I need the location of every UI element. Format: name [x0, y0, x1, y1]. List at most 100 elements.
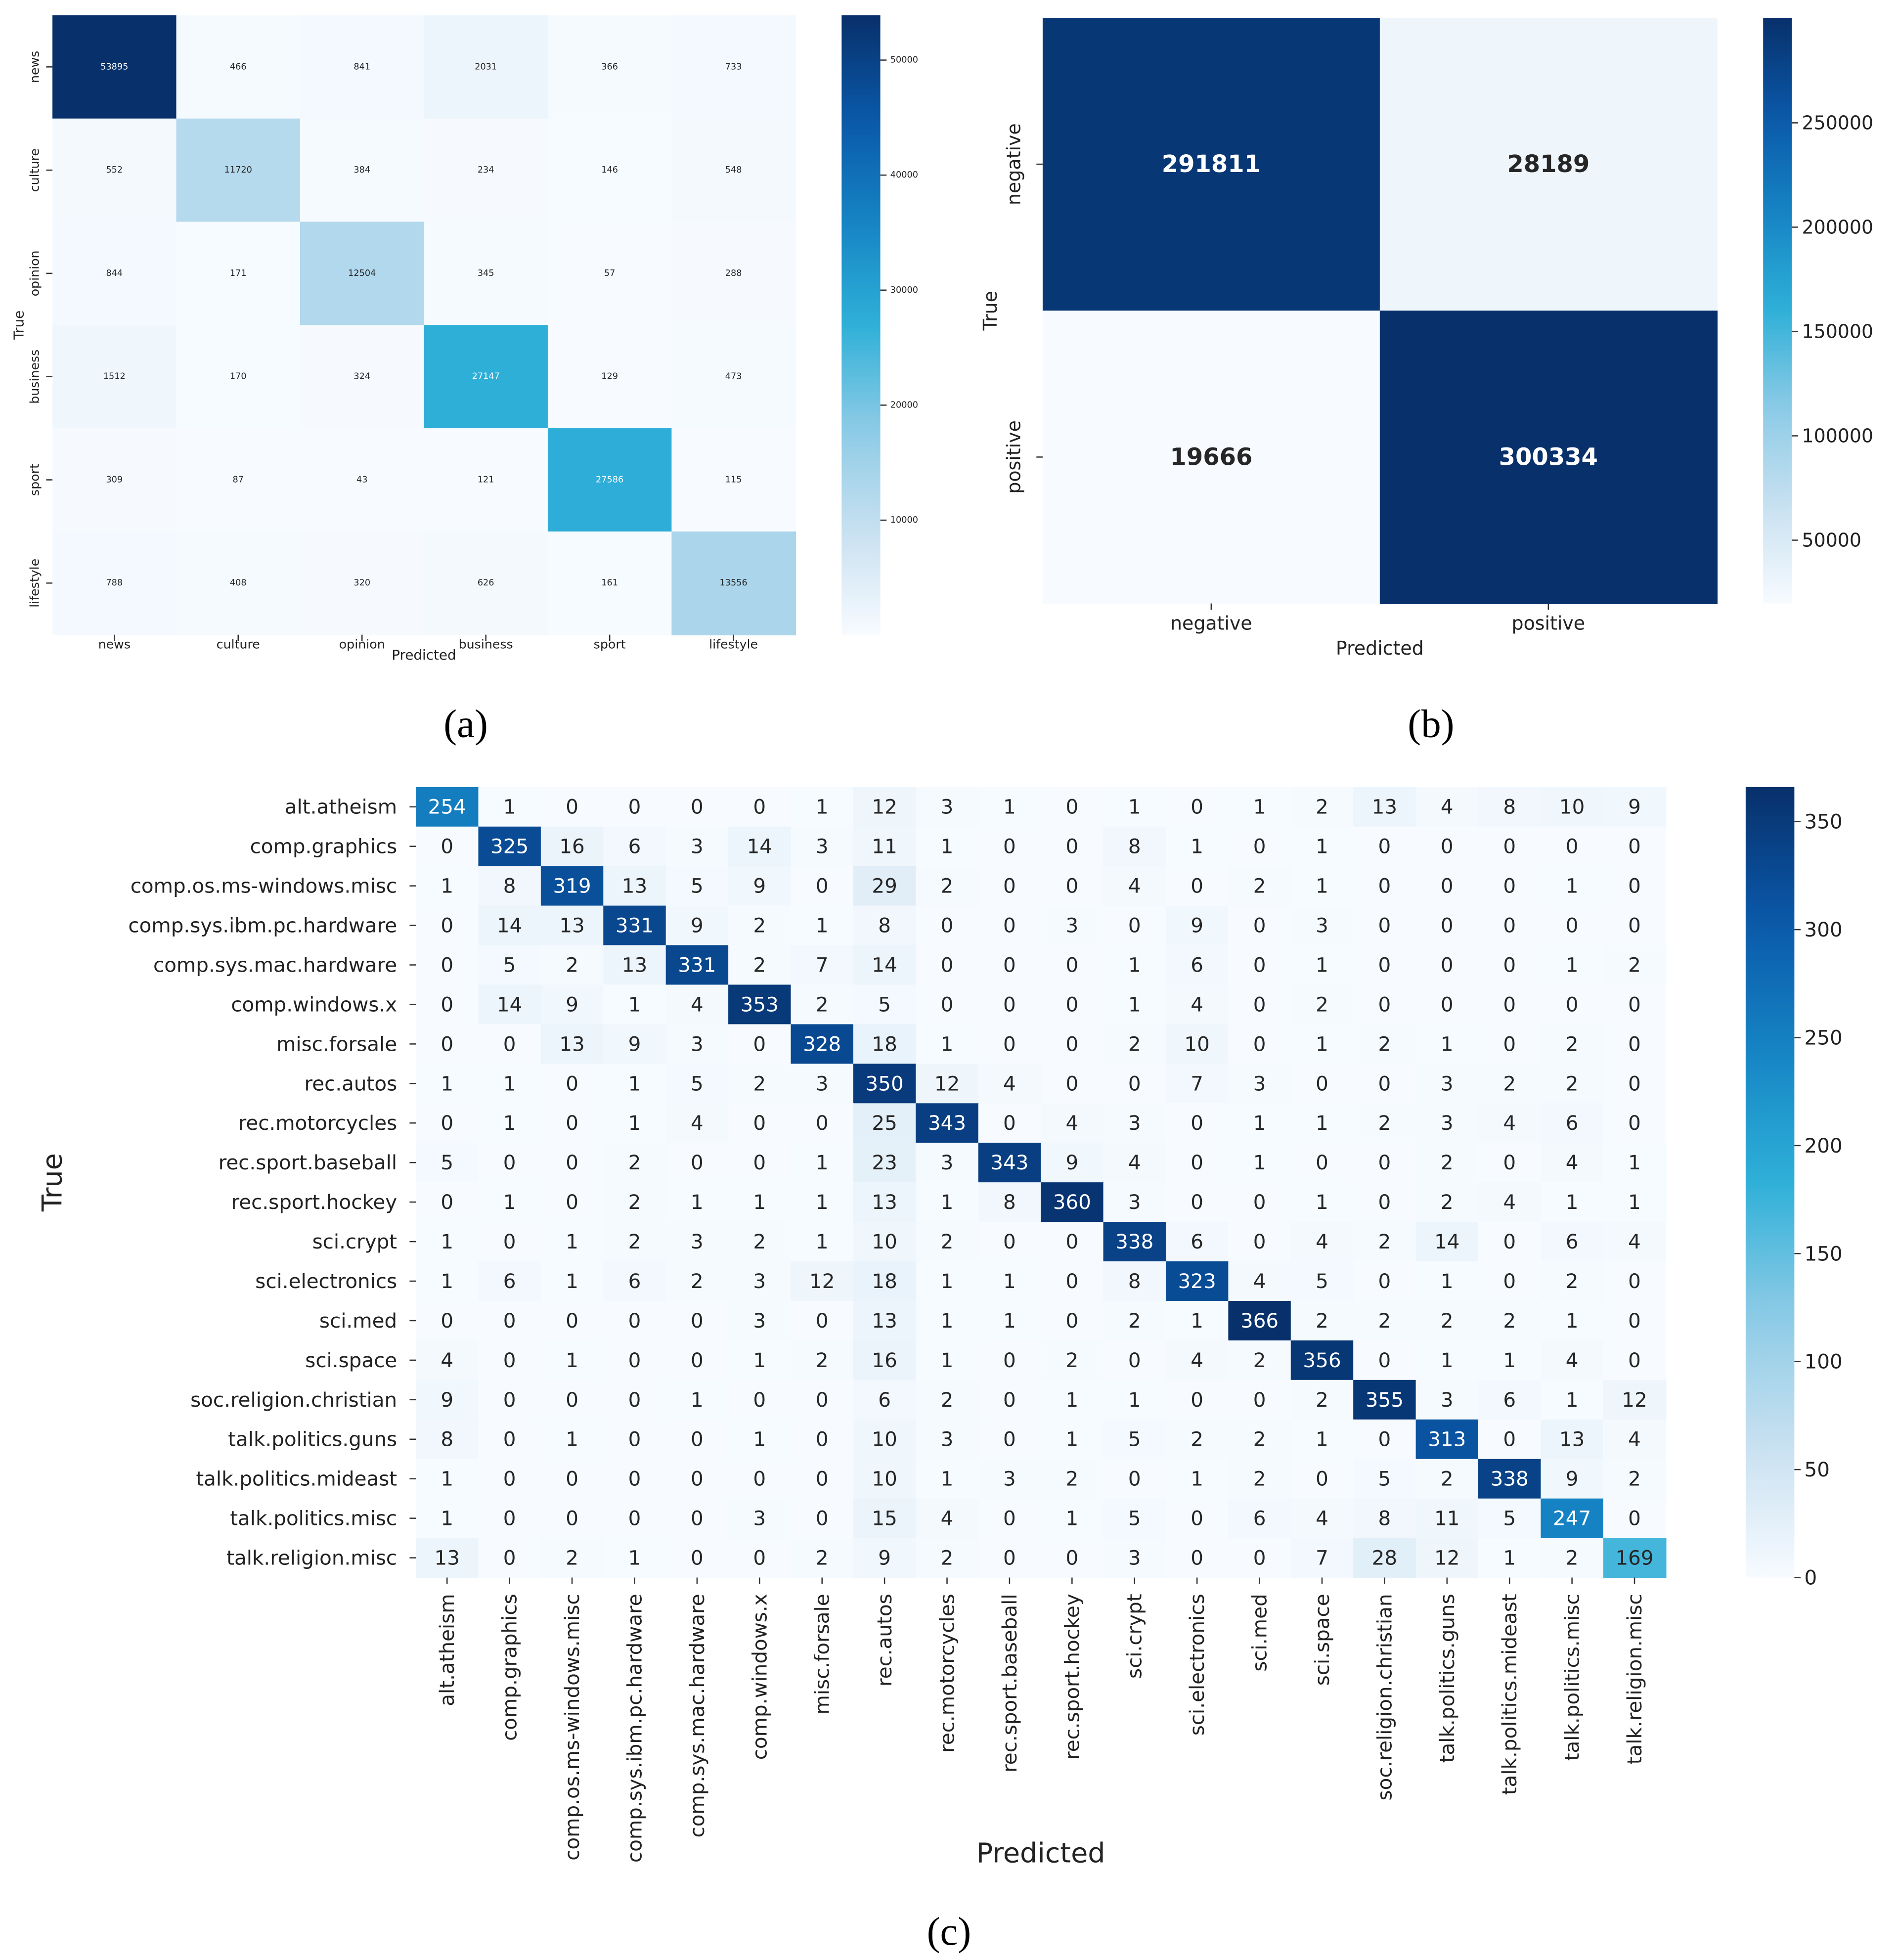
colorbar-tick-label: 0 [1805, 1566, 1817, 1590]
heatmap-cell [1103, 1261, 1167, 1302]
cell-value-label: 13 [622, 953, 647, 977]
cell-value-label: 13 [872, 1309, 897, 1333]
cell-value-label: 3 [816, 1071, 829, 1095]
heatmap-cell [540, 1340, 604, 1381]
cell-value-label: 0 [753, 1388, 766, 1412]
heatmap-cell [791, 787, 854, 827]
heatmap-cell [603, 1103, 666, 1144]
heatmap-cell [665, 1103, 729, 1144]
heatmap-cell [728, 1182, 792, 1223]
heatmap-cell [728, 945, 792, 985]
cell-value-label: 4 [1128, 1151, 1141, 1174]
heatmap-cell [1603, 1538, 1667, 1578]
cell-value-label: 1 [1253, 1111, 1266, 1135]
x-tick-label: comp.windows.x [748, 1594, 771, 1760]
cell-value-label: 0 [753, 1467, 766, 1491]
colorbar-tick-label: 150000 [1802, 320, 1874, 342]
cell-value-label: 1 [566, 1348, 578, 1372]
heatmap-cell [540, 1261, 604, 1302]
cell-value-label: 0 [441, 1190, 453, 1214]
heatmap-cell [916, 1419, 979, 1460]
cell-value-label: 9 [1191, 914, 1203, 937]
heatmap-cell [1228, 1064, 1292, 1104]
cell-value-label: 0 [1065, 835, 1078, 858]
x-tick-label: business [459, 637, 513, 651]
cell-value-label: 733 [725, 62, 742, 72]
cell-value-label: 0 [1503, 992, 1516, 1016]
heatmap-cell [1290, 1143, 1354, 1183]
cell-value-label: 16 [559, 835, 584, 858]
cell-value-label: 0 [816, 1111, 829, 1135]
cell-value-label: 1 [1316, 1190, 1328, 1214]
heatmap-cell [978, 1064, 1042, 1104]
heatmap-cell [1478, 984, 1542, 1025]
heatmap-cell [478, 1182, 542, 1223]
cell-value-label: 0 [816, 1309, 829, 1333]
heatmap-cell [853, 1103, 917, 1144]
cell-value-label: 3 [753, 1507, 766, 1530]
cell-value-label: 0 [1065, 1032, 1078, 1056]
cell-value-label: 0 [1253, 1388, 1266, 1412]
cell-value-label: 1 [1191, 1309, 1203, 1333]
cell-value-label: 0 [503, 1309, 516, 1333]
panel-caption: (a) [443, 702, 488, 746]
cell-value-label: 1 [441, 1507, 453, 1530]
heatmap-cell [665, 1340, 729, 1381]
cell-value-label: 1 [1065, 1507, 1078, 1530]
heatmap-cell [416, 1182, 479, 1223]
heatmap-cell [1103, 826, 1167, 867]
heatmap-cell [665, 905, 729, 946]
cell-value-label: 8 [878, 914, 891, 937]
cell-value-label: 9 [1065, 1151, 1078, 1174]
heatmap-cell [416, 1064, 479, 1104]
cell-value-label: 325 [490, 835, 529, 858]
heatmap-cell [665, 1538, 729, 1578]
heatmap-cell [916, 1380, 979, 1421]
cell-value-label: 9 [441, 1388, 453, 1412]
heatmap-cell [1478, 1380, 1542, 1421]
heatmap-cell [540, 1380, 604, 1421]
heatmap-cell [1228, 1261, 1292, 1302]
heatmap-cell [603, 984, 666, 1025]
heatmap-cell [728, 1064, 792, 1104]
heatmap-cell [671, 222, 796, 326]
heatmap-cell [540, 826, 604, 867]
heatmap-cell [728, 1340, 792, 1381]
cell-value-label: 8 [1128, 835, 1141, 858]
cell-value-label: 0 [1566, 992, 1579, 1016]
cell-value-label: 6 [628, 1269, 641, 1293]
cell-value-label: 0 [1003, 1427, 1016, 1451]
cell-value-label: 1 [1503, 1348, 1516, 1372]
cell-value-label: 1 [441, 1269, 453, 1293]
cell-value-label: 2 [1503, 1309, 1516, 1333]
heatmap-cell [1103, 1182, 1167, 1223]
y-tick-label: talk.politics.misc [230, 1507, 397, 1530]
cell-value-label: 0 [1441, 835, 1454, 858]
cell-value-label: 0 [1065, 953, 1078, 977]
heatmap-cell [416, 1498, 479, 1539]
cell-value-label: 0 [1003, 1111, 1016, 1135]
heatmap-cell [1603, 1498, 1667, 1539]
cell-value-label: 2 [691, 1269, 704, 1293]
heatmap-cell [416, 945, 479, 985]
heatmap-cell [1228, 1143, 1292, 1183]
cell-value-label: 0 [816, 1467, 829, 1491]
heatmap-cell [1478, 826, 1542, 867]
cell-value-label: 2 [1378, 1032, 1391, 1056]
heatmap-cell [478, 945, 542, 985]
heatmap-cell [1041, 1222, 1104, 1262]
cell-value-label: 343 [990, 1151, 1028, 1174]
cell-value-label: 1 [1316, 874, 1328, 898]
heatmap-cell [1541, 1222, 1604, 1262]
heatmap-cell [1415, 1261, 1479, 1302]
cell-value-label: 13 [559, 1032, 584, 1056]
y-tick-label: comp.sys.mac.hardware [153, 953, 397, 977]
heatmap-cell [791, 1340, 854, 1381]
cell-value-label: 0 [566, 1388, 578, 1412]
cell-value-label: 2 [1065, 1467, 1078, 1491]
heatmap-cell [978, 826, 1042, 867]
cell-value-label: 0 [1628, 874, 1641, 898]
heatmap-cell [1041, 1103, 1104, 1144]
heatmap-cell [478, 1222, 542, 1262]
cell-value-label: 12 [1622, 1388, 1647, 1412]
